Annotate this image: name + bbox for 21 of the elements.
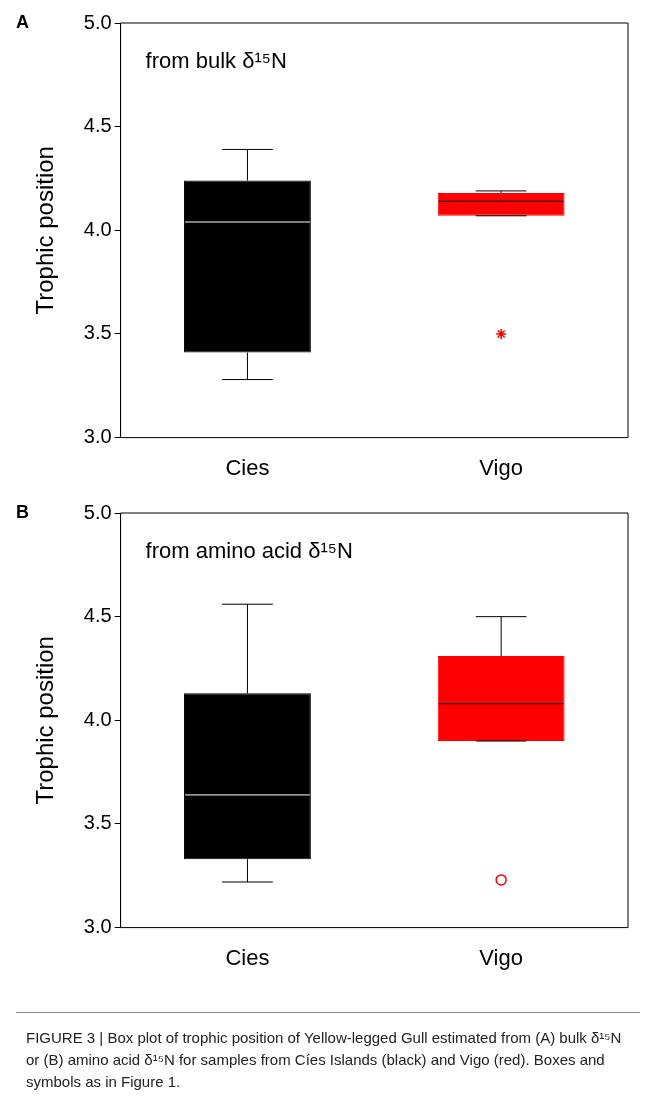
- caption: FIGURE 3 | Box plot of trophic position of Yellow-legged Gull estimated from (A) bulk δ¹⁵N or (B) amino acid δ¹⁵N for samples from Cíes Islands (black) and Vigo (red). Boxes and symbols as in Figure 1.: [16, 1012, 640, 1103]
- y-tick-label: 4.5: [83, 604, 112, 627]
- y-tick-label: 3.5: [83, 811, 112, 834]
- annotation: from amino acid δ¹⁵N: [145, 538, 353, 564]
- y-axis-title: Trophic position: [31, 146, 59, 315]
- y-tick-label: 3.0: [83, 425, 112, 448]
- y-tick-label: 4.0: [83, 217, 112, 240]
- y-tick-label: 4.5: [83, 114, 112, 137]
- x-tick-label: Vigo: [479, 454, 523, 480]
- chart-title: B: [16, 502, 29, 523]
- y-tick-label: 4.0: [83, 707, 112, 730]
- y-tick-label: 5.0: [83, 500, 112, 523]
- y-tick-label: 3.5: [83, 321, 112, 344]
- x-tick-label: Cies: [225, 944, 270, 970]
- annotation: from bulk δ¹⁵N: [145, 48, 287, 74]
- y-tick-label: 3.0: [83, 915, 112, 938]
- y-axis-title: Trophic position: [31, 636, 59, 805]
- x-tick-label: Cies: [225, 454, 270, 480]
- y-tick-label: 5.0: [83, 10, 112, 33]
- chart-title: A: [16, 12, 29, 33]
- x-tick-label: Vigo: [479, 944, 523, 970]
